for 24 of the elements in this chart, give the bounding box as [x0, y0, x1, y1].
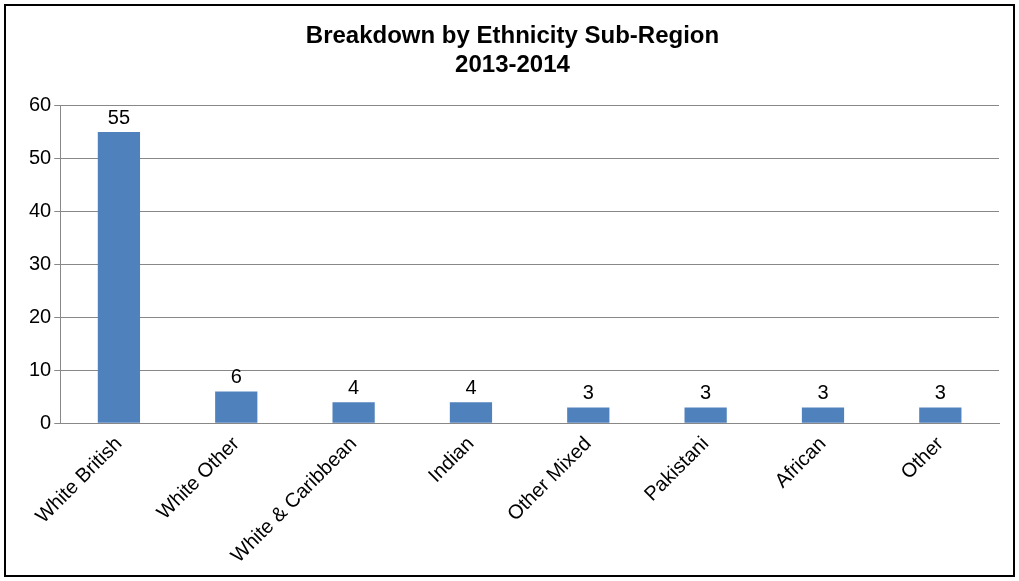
bar: [919, 407, 962, 423]
data-label: 3: [934, 380, 946, 403]
data-label: 6: [230, 365, 242, 388]
data-label: 3: [582, 380, 594, 403]
data-label: 55: [107, 105, 131, 128]
bar: [449, 402, 493, 423]
y-tick-label: 40: [29, 199, 52, 222]
bar: [801, 407, 845, 423]
bar: [684, 407, 727, 423]
y-tick-label: 60: [29, 93, 52, 116]
bar: [215, 391, 258, 423]
data-label: 3: [700, 380, 712, 403]
data-label: 3: [817, 380, 829, 403]
y-tick-label: 10: [29, 357, 52, 380]
bar: [97, 132, 141, 423]
y-tick-label: 20: [29, 304, 52, 327]
bar: [567, 407, 610, 423]
bar: [332, 402, 375, 423]
y-tick-label: 50: [29, 146, 52, 169]
data-label: 4: [348, 375, 360, 398]
chart-title: Breakdown by Ethnicity Sub-Region 2013-2014: [305, 21, 720, 77]
y-tick-label: 0: [40, 410, 52, 433]
data-label: 4: [465, 375, 477, 398]
y-tick-label: 30: [29, 251, 52, 274]
